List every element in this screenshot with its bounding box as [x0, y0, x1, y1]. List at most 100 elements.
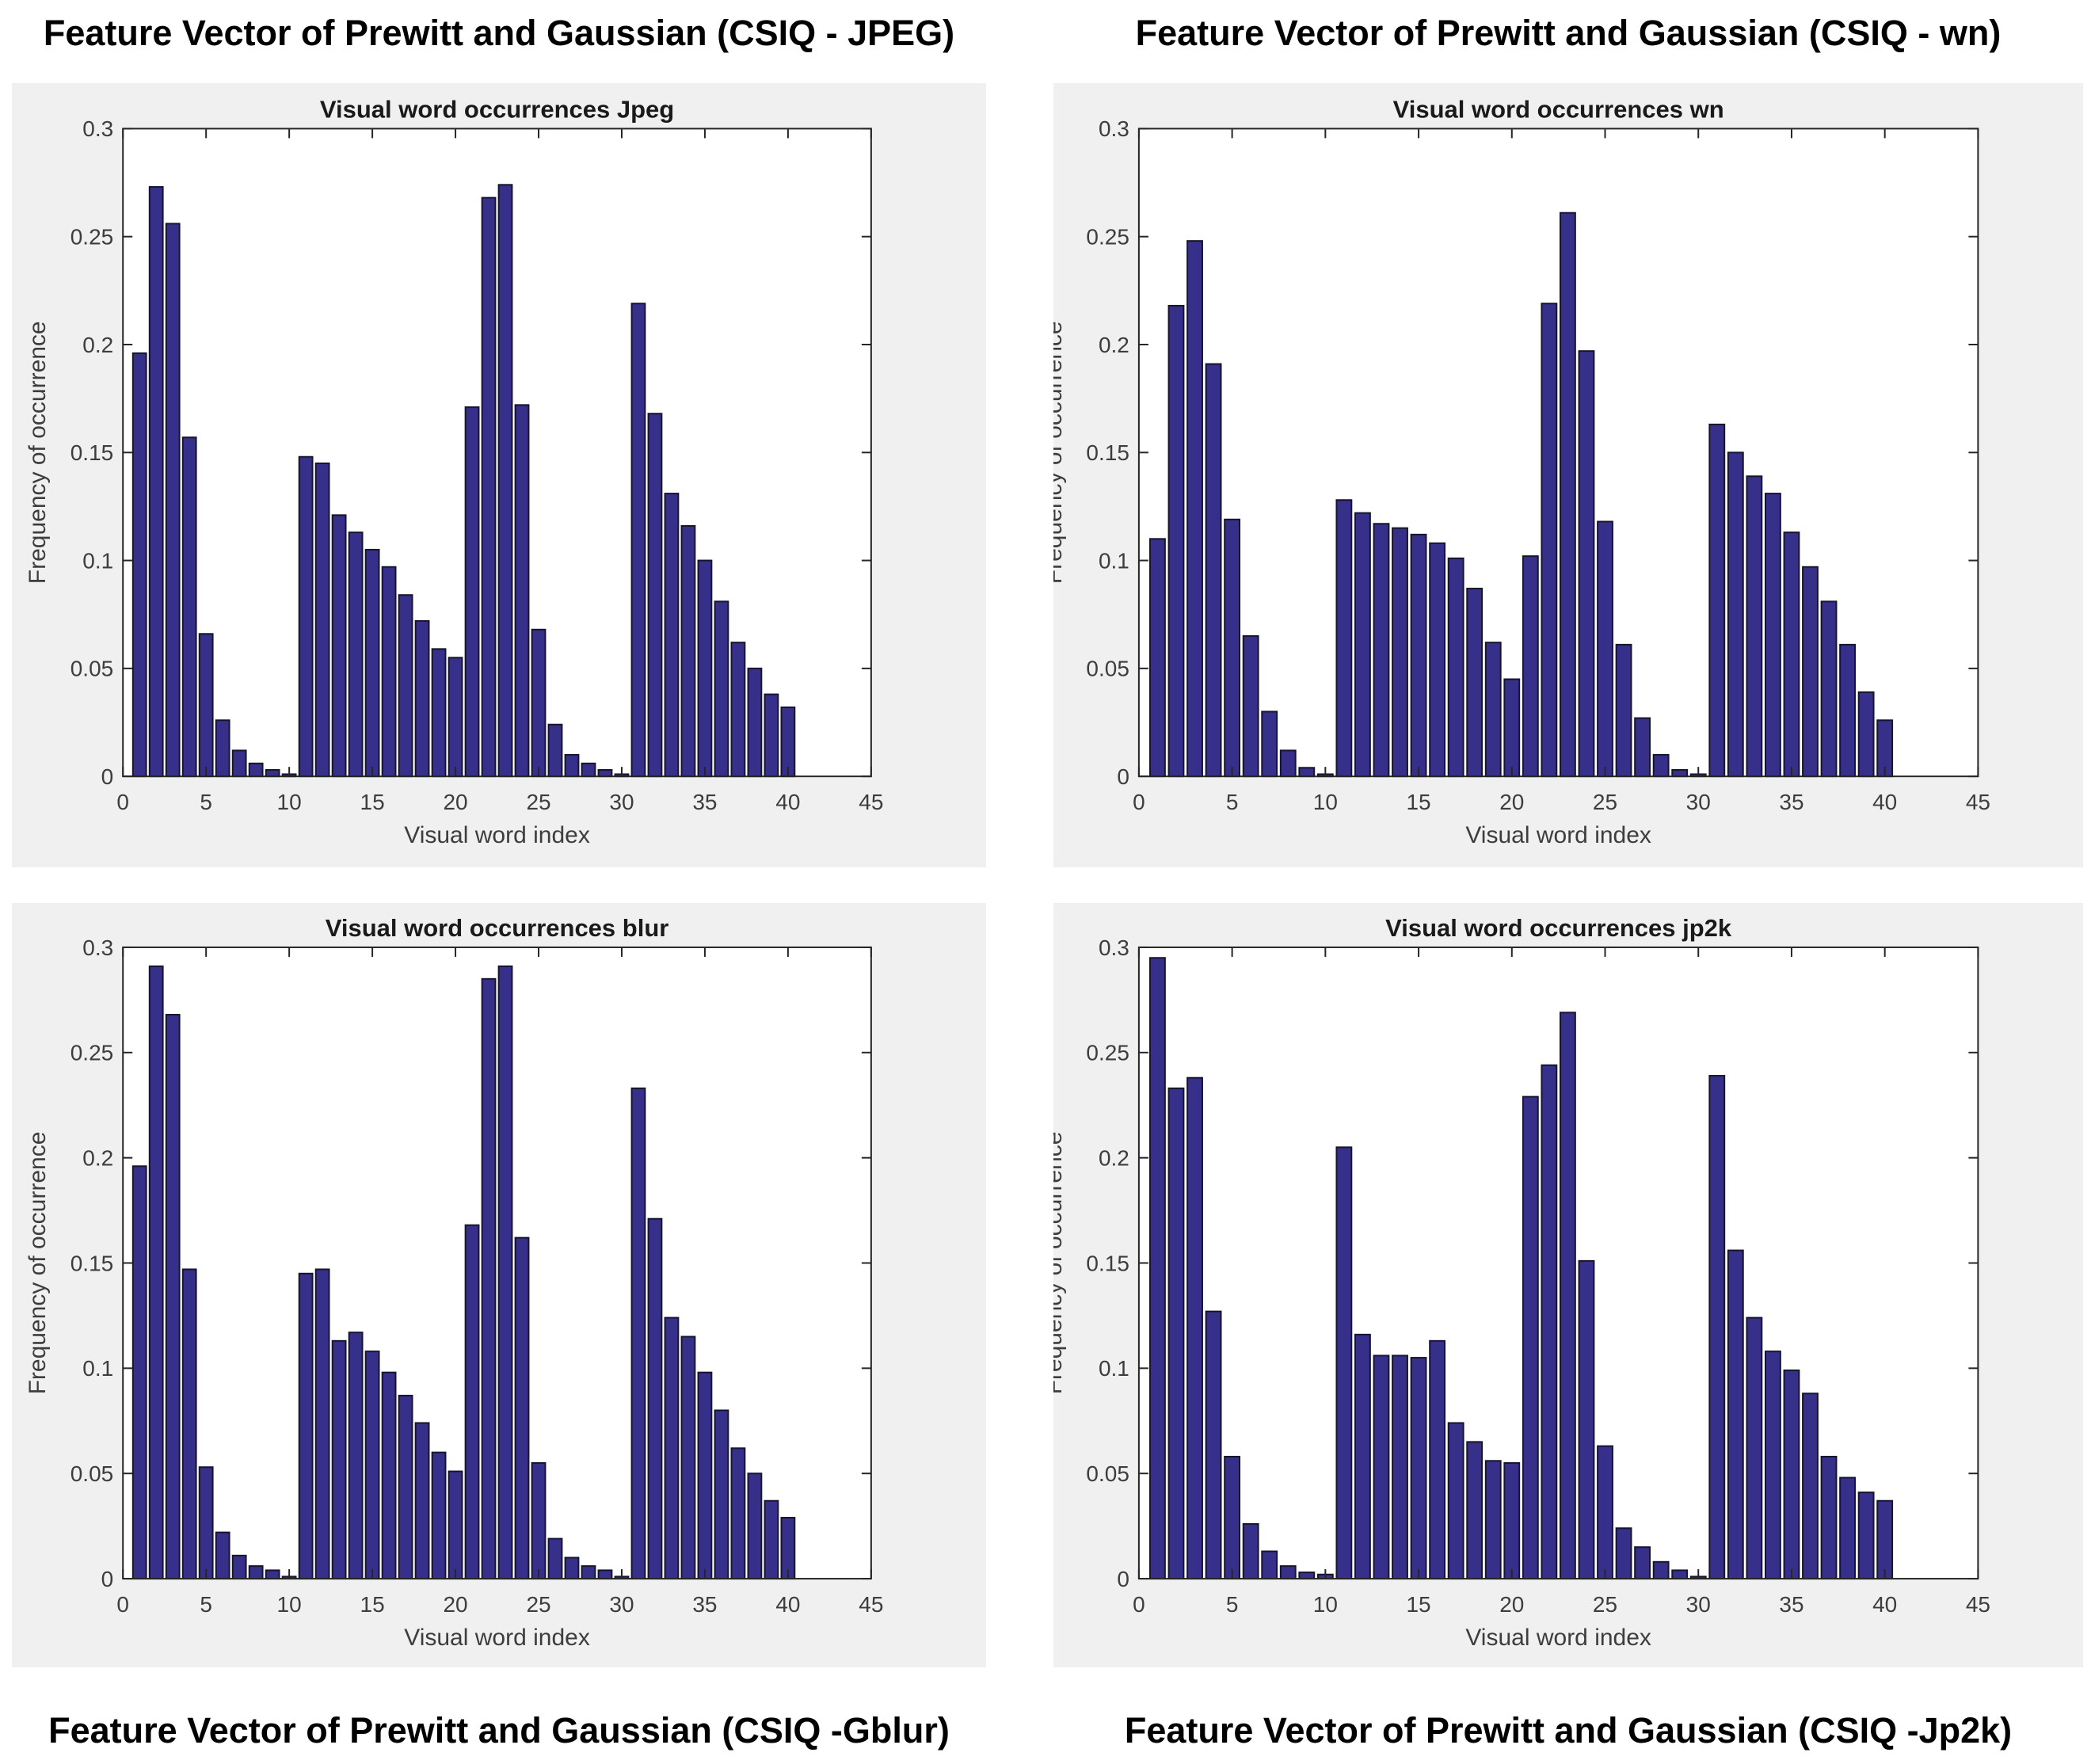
x-tick-label: 35: [1779, 1592, 1803, 1617]
x-tick-label: 15: [1406, 790, 1430, 814]
y-tick-label: 0.15: [1086, 440, 1129, 465]
bar-24: [1578, 1259, 1595, 1580]
bar-7: [231, 749, 247, 778]
y-tick-label: 0.1: [82, 1356, 113, 1381]
bar-chart-gblur: 0 5 10 15 20 25 30 35 40 45 0 0.05 0.1 0.15 0.2 0.25 0.3…: [25, 914, 883, 1651]
bar-28: [1652, 753, 1670, 778]
bar-12: [314, 462, 330, 778]
bar-31: [1708, 1075, 1726, 1580]
bar-15: [364, 548, 380, 778]
bar-18: [414, 1422, 430, 1580]
figure-title-csiq-jp2k: Feature Vector of Prewitt and Gaussian (…: [1124, 1710, 2013, 1751]
bar-37: [730, 642, 746, 778]
bar-18: [1466, 1441, 1484, 1580]
bar-1: [131, 352, 147, 778]
bar-39: [1857, 691, 1875, 778]
bar-40: [780, 706, 796, 778]
bar-35: [697, 559, 713, 778]
bar-34: [1764, 493, 1781, 778]
bar-2: [148, 965, 164, 1580]
y-tick-label: 0.2: [82, 333, 113, 357]
bar-20: [1503, 678, 1521, 778]
y-tick-label: 0.05: [70, 1461, 114, 1486]
bar-13: [331, 514, 347, 778]
bar-14: [1392, 527, 1408, 778]
bar-3: [165, 1013, 181, 1580]
bar-12: [1354, 1333, 1371, 1580]
x-tick-label: 0: [116, 790, 129, 814]
y-tick-label: 0.1: [1099, 1356, 1129, 1381]
plot-area: [123, 947, 871, 1579]
bar-11: [1335, 1146, 1353, 1580]
figure-title-csiq-jpeg: Feature Vector of Prewitt and Gaussian (…: [43, 13, 955, 53]
bar-20: [448, 657, 463, 778]
x-tick-label: 40: [775, 1592, 800, 1617]
x-tick-label: 45: [859, 790, 883, 814]
bar-29: [597, 768, 613, 778]
x-tick-label: 15: [1406, 1592, 1430, 1617]
bar-34: [680, 1335, 696, 1580]
bar-26: [547, 1537, 563, 1580]
x-tick-label: 30: [609, 1592, 634, 1617]
x-tick-label: 45: [1966, 1592, 1990, 1617]
bar-36: [1802, 1393, 1819, 1580]
bar-9: [265, 768, 280, 778]
bar-chart-jpeg: 0 5 10 15 20 25 30 35 40 45 0 0.05 0.1 0.15 0.2 0.25 0.3…: [25, 95, 883, 848]
bar-32: [647, 1217, 663, 1580]
y-tick-label: 0.25: [70, 1041, 114, 1065]
y-tick-label: 0.05: [1086, 657, 1129, 681]
bar-9: [1298, 767, 1316, 778]
bar-4: [181, 1268, 197, 1580]
bar-7: [1261, 711, 1278, 778]
bar-22: [481, 977, 497, 1580]
bar-35: [1783, 1370, 1800, 1580]
bar-25: [1597, 520, 1613, 778]
x-tick-label: 25: [526, 790, 550, 814]
chart-panel-jp2k: 0 5 10 15 20 25 30 35 40 45 0 0.05 0.1 0.15 0.2 0.25 0.3…: [1053, 903, 2083, 1667]
bar-11: [298, 455, 314, 778]
bar-21: [464, 406, 480, 778]
bar-24: [514, 1236, 530, 1580]
x-tick-label: 10: [1313, 1592, 1338, 1617]
y-tick-label: 0.3: [1099, 935, 1129, 960]
bar-25: [531, 628, 547, 778]
bar-1: [1149, 957, 1166, 1580]
x-tick-label: 25: [1593, 1592, 1617, 1617]
y-tick-label: 0: [101, 764, 114, 789]
bar-16: [381, 566, 397, 778]
bar-23: [497, 965, 513, 1580]
bar-37: [730, 1447, 746, 1580]
y-tick-label: 0.1: [82, 548, 113, 573]
bars-series: [1149, 211, 1894, 778]
chart-title: Visual word occurrences jp2k: [1385, 914, 1732, 942]
bar-29: [1671, 768, 1689, 778]
bar-13: [1373, 523, 1390, 778]
bar-17: [1447, 1422, 1464, 1580]
bar-5: [198, 1466, 214, 1580]
bar-36: [1802, 566, 1819, 778]
bar-5: [198, 633, 214, 778]
bar-38: [1839, 643, 1857, 778]
x-tick-label: 45: [859, 1592, 883, 1617]
y-axis-label: Frequency of occurrence: [1053, 1132, 1067, 1395]
bar-16: [381, 1371, 397, 1580]
y-tick-label: 0: [1117, 764, 1129, 789]
bar-chart-wn: 0 5 10 15 20 25 30 35 40 45 0 0.05 0.1 0.15 0.2 0.25 0.3…: [1053, 95, 1990, 848]
y-axis-label: Frequency of occurrence: [25, 321, 51, 584]
bar-18: [1466, 588, 1484, 778]
bar-32: [1727, 451, 1744, 778]
x-axis-label: Visual word index: [404, 822, 590, 848]
y-tick-label: 0.2: [82, 1145, 113, 1170]
bar-5: [1224, 1455, 1241, 1580]
bar-12: [314, 1268, 330, 1580]
bar-2: [1167, 1087, 1185, 1580]
bar-3: [1186, 1076, 1203, 1580]
chart-panel-gblur: 0 5 10 15 20 25 30 35 40 45 0 0.05 0.1 0.15 0.2 0.25 0.3…: [12, 903, 986, 1667]
chart-title: Visual word occurrences Jpeg: [320, 95, 674, 123]
bar-24: [514, 404, 530, 778]
y-tick-label: 0.05: [70, 657, 114, 681]
bar-22: [1541, 303, 1558, 778]
bar-13: [331, 1339, 347, 1580]
x-tick-label: 25: [1593, 790, 1617, 814]
x-tick-label: 10: [277, 1592, 302, 1617]
